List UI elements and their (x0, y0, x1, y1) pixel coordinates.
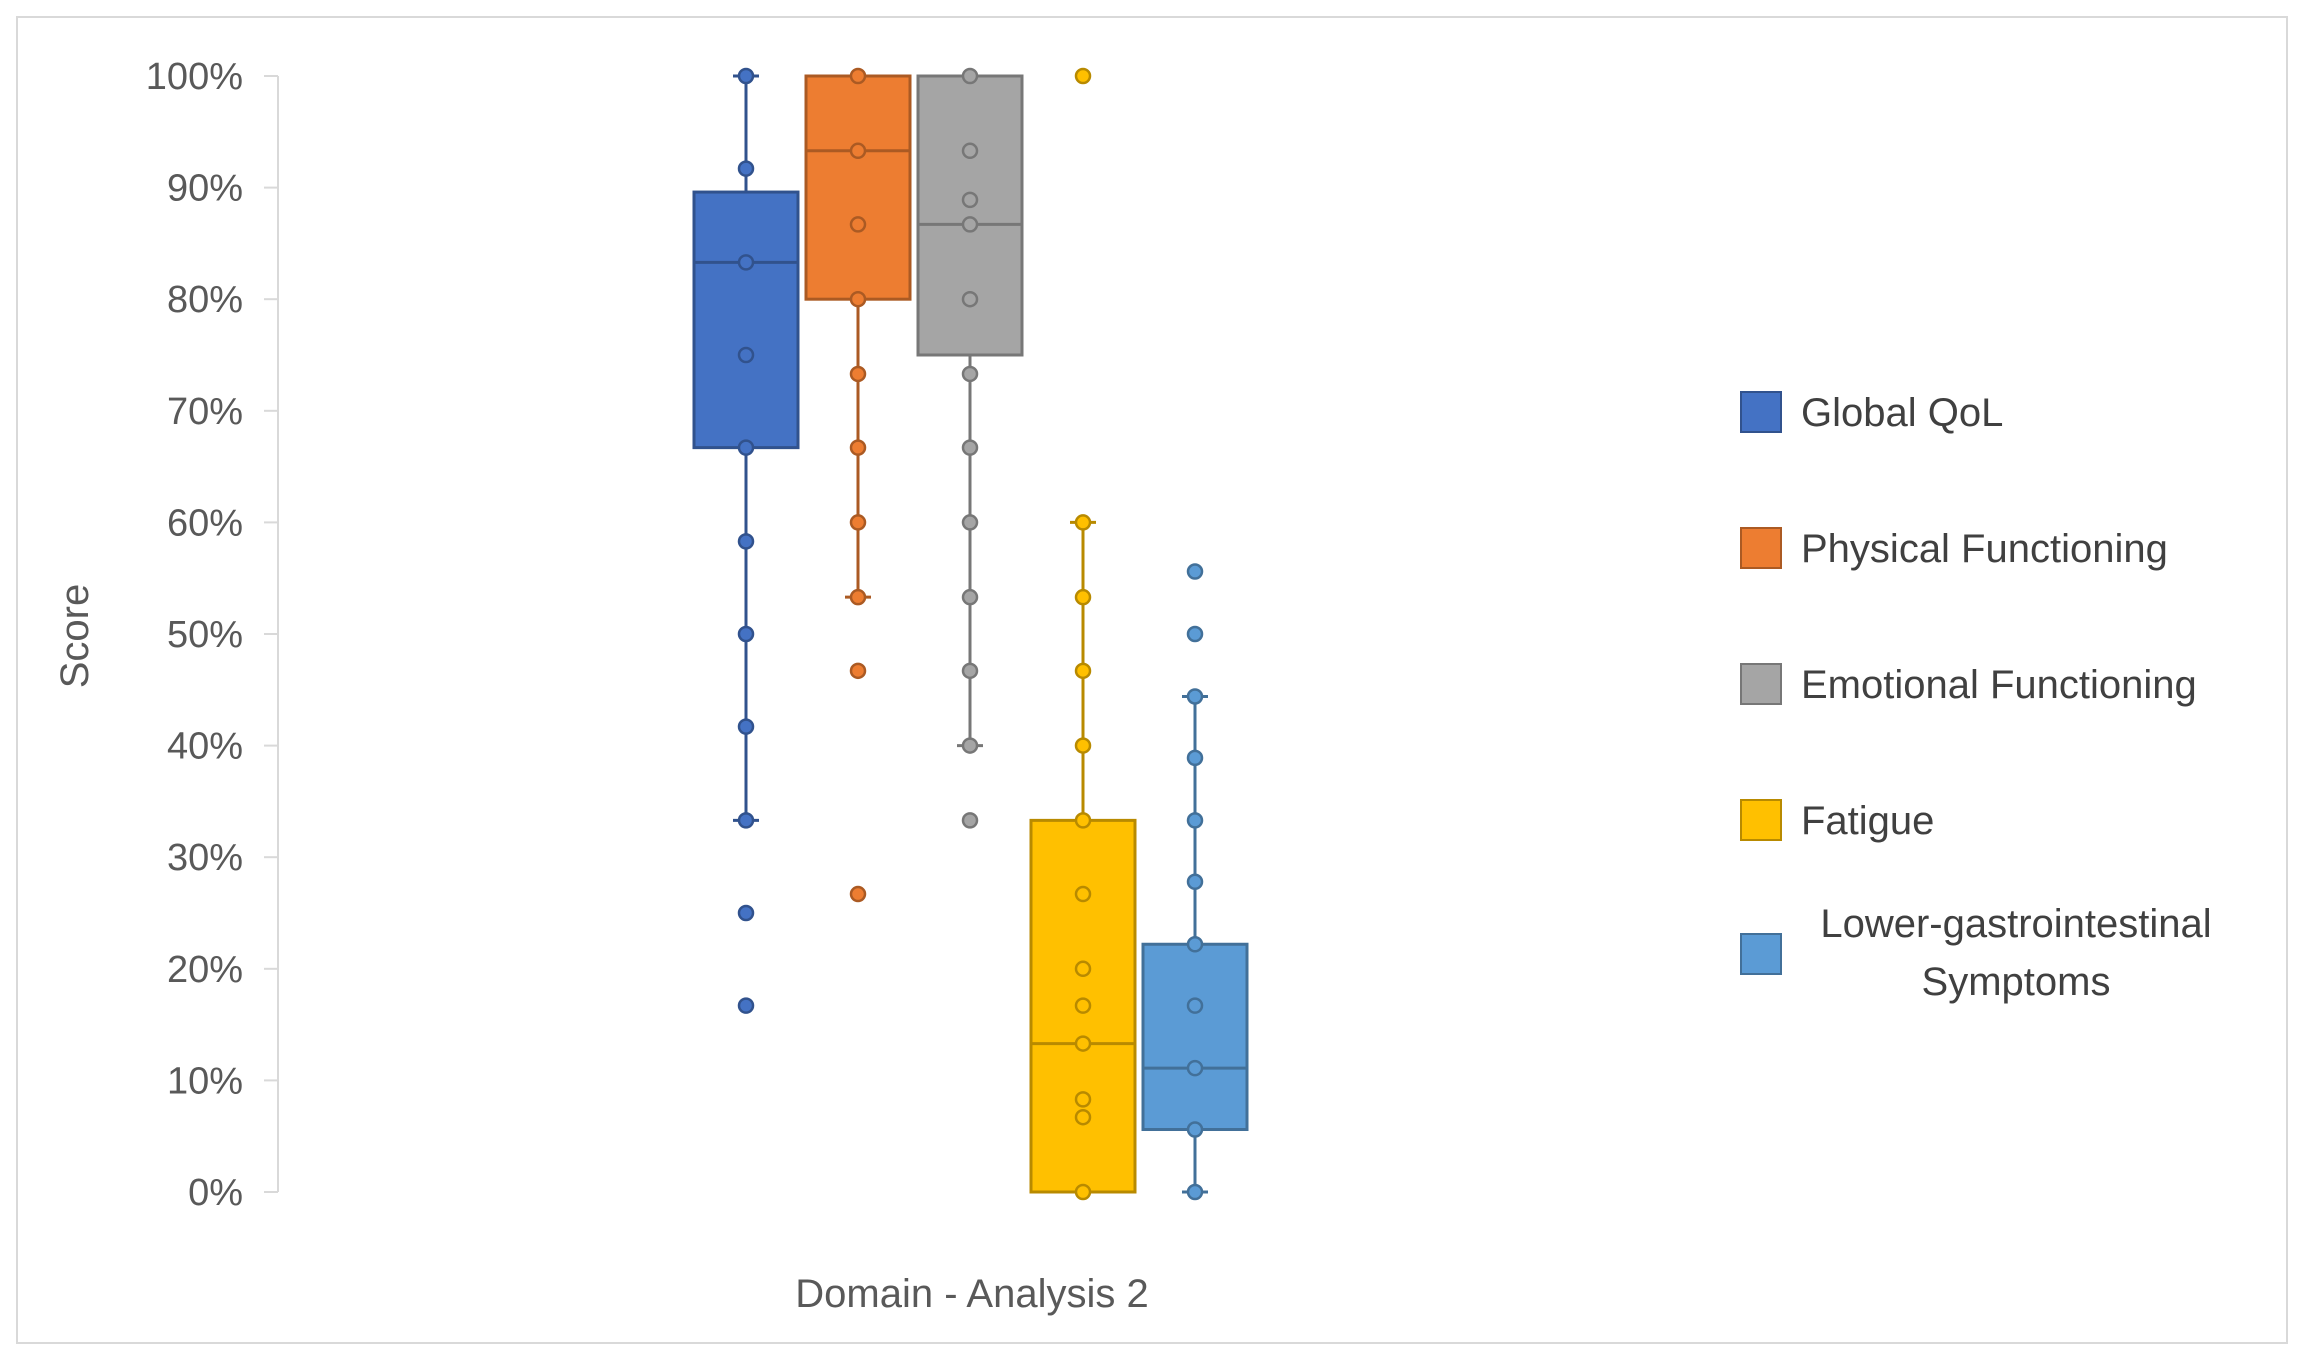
data-point (961, 67, 979, 85)
data-point (849, 514, 867, 531)
data-point (1074, 514, 1092, 531)
data-point (1074, 737, 1092, 754)
box-fatigue (1029, 67, 1137, 1201)
y-tick-label: 50% (167, 614, 243, 656)
data-point (1074, 1183, 1092, 1201)
data-point (1074, 812, 1092, 829)
y-tick-label: 20% (167, 949, 243, 991)
data-point (961, 191, 979, 209)
x-axis-title: Domain - Analysis 2 (795, 1272, 1148, 1316)
y-tick-label: 70% (167, 391, 243, 433)
y-tick-label: 40% (167, 726, 243, 768)
data-point (1074, 662, 1092, 680)
data-point (961, 216, 979, 233)
data-point (1186, 1183, 1204, 1201)
box-physical-functioning (804, 67, 912, 903)
data-point (1186, 749, 1204, 767)
data-point (1074, 1108, 1092, 1126)
data-point (1074, 885, 1092, 903)
y-tick-label: 90% (167, 168, 243, 210)
y-axis-title: Score (53, 584, 97, 689)
data-point (737, 997, 755, 1014)
legend-label: Emotional Functioning (1801, 663, 2197, 707)
data-point (1074, 1035, 1092, 1052)
data-point (737, 346, 755, 364)
data-point (849, 67, 867, 85)
legend-label: Fatigue (1801, 799, 1934, 843)
data-point (1074, 67, 1092, 85)
legend-label: Global QoL (1801, 391, 2003, 435)
legend-item: Physical Functioning (1740, 527, 2168, 571)
data-point (961, 439, 979, 456)
data-point (737, 812, 755, 829)
data-point (849, 290, 867, 308)
data-point (1186, 873, 1204, 891)
box-global-qol (692, 67, 800, 1014)
legend-swatch (1740, 391, 1782, 433)
box-emotional-functioning (916, 67, 1024, 829)
legend-label: Lower-gastrointestinal Symptoms (1820, 902, 2211, 1004)
data-point (961, 365, 979, 383)
data-point (849, 588, 867, 606)
data-point (737, 718, 755, 735)
data-point (961, 514, 979, 531)
data-point (1186, 1059, 1204, 1077)
legend-item: Fatigue (1740, 799, 1934, 843)
data-point (737, 254, 755, 271)
plot-area (692, 67, 1249, 1201)
data-point (961, 588, 979, 606)
box-lower-gastrointestinal-symptoms (1141, 563, 1249, 1201)
data-point (849, 885, 867, 903)
data-point (737, 67, 755, 85)
y-tick-label: 60% (167, 502, 243, 544)
data-point (961, 142, 979, 160)
legend-swatch (1740, 527, 1782, 569)
legend-swatch (1740, 933, 1782, 975)
data-point (849, 365, 867, 383)
data-point (849, 142, 867, 160)
data-point (737, 533, 755, 550)
box-iqr (804, 74, 912, 301)
y-tick-label: 0% (188, 1172, 243, 1214)
data-point (961, 812, 979, 829)
data-point (737, 160, 755, 177)
legend-swatch (1740, 799, 1782, 841)
legend-item: Global QoL (1740, 391, 2003, 435)
data-point (1186, 688, 1204, 705)
data-point (961, 290, 979, 308)
y-tick-label: 30% (167, 837, 243, 879)
data-point (1186, 997, 1204, 1014)
data-point (1186, 935, 1204, 953)
box-iqr (692, 190, 800, 450)
data-point (1074, 1091, 1092, 1108)
data-point (1074, 997, 1092, 1014)
legend-label: Physical Functioning (1801, 527, 2168, 571)
data-point (1186, 563, 1204, 580)
legend-item: Lower-gastrointestinal Symptoms (1740, 902, 2212, 1004)
y-axis: 0% 10% 20% 30% 40% 50% 60% 70% 80% 90% 100% (146, 56, 279, 1214)
data-point (961, 737, 979, 754)
data-point (737, 904, 755, 922)
data-point (1186, 625, 1204, 643)
data-point (849, 662, 867, 680)
data-point (1074, 588, 1092, 606)
legend: Global QoL Physical Functioning Emotional … (1740, 391, 2212, 1004)
y-tick-label: 10% (167, 1060, 243, 1102)
box-iqr (1141, 942, 1249, 1132)
data-point (961, 662, 979, 680)
box-iqr (916, 74, 1024, 357)
legend-item: Emotional Functioning (1740, 663, 2197, 707)
data-point (849, 439, 867, 456)
data-point (737, 625, 755, 643)
legend-swatch (1740, 663, 1782, 705)
y-tick-label: 100% (146, 56, 243, 98)
data-point (849, 216, 867, 233)
data-point (1186, 1121, 1204, 1138)
data-point (1074, 960, 1092, 978)
data-point (1186, 812, 1204, 829)
y-tick-label: 80% (167, 279, 243, 321)
data-point (737, 439, 755, 456)
